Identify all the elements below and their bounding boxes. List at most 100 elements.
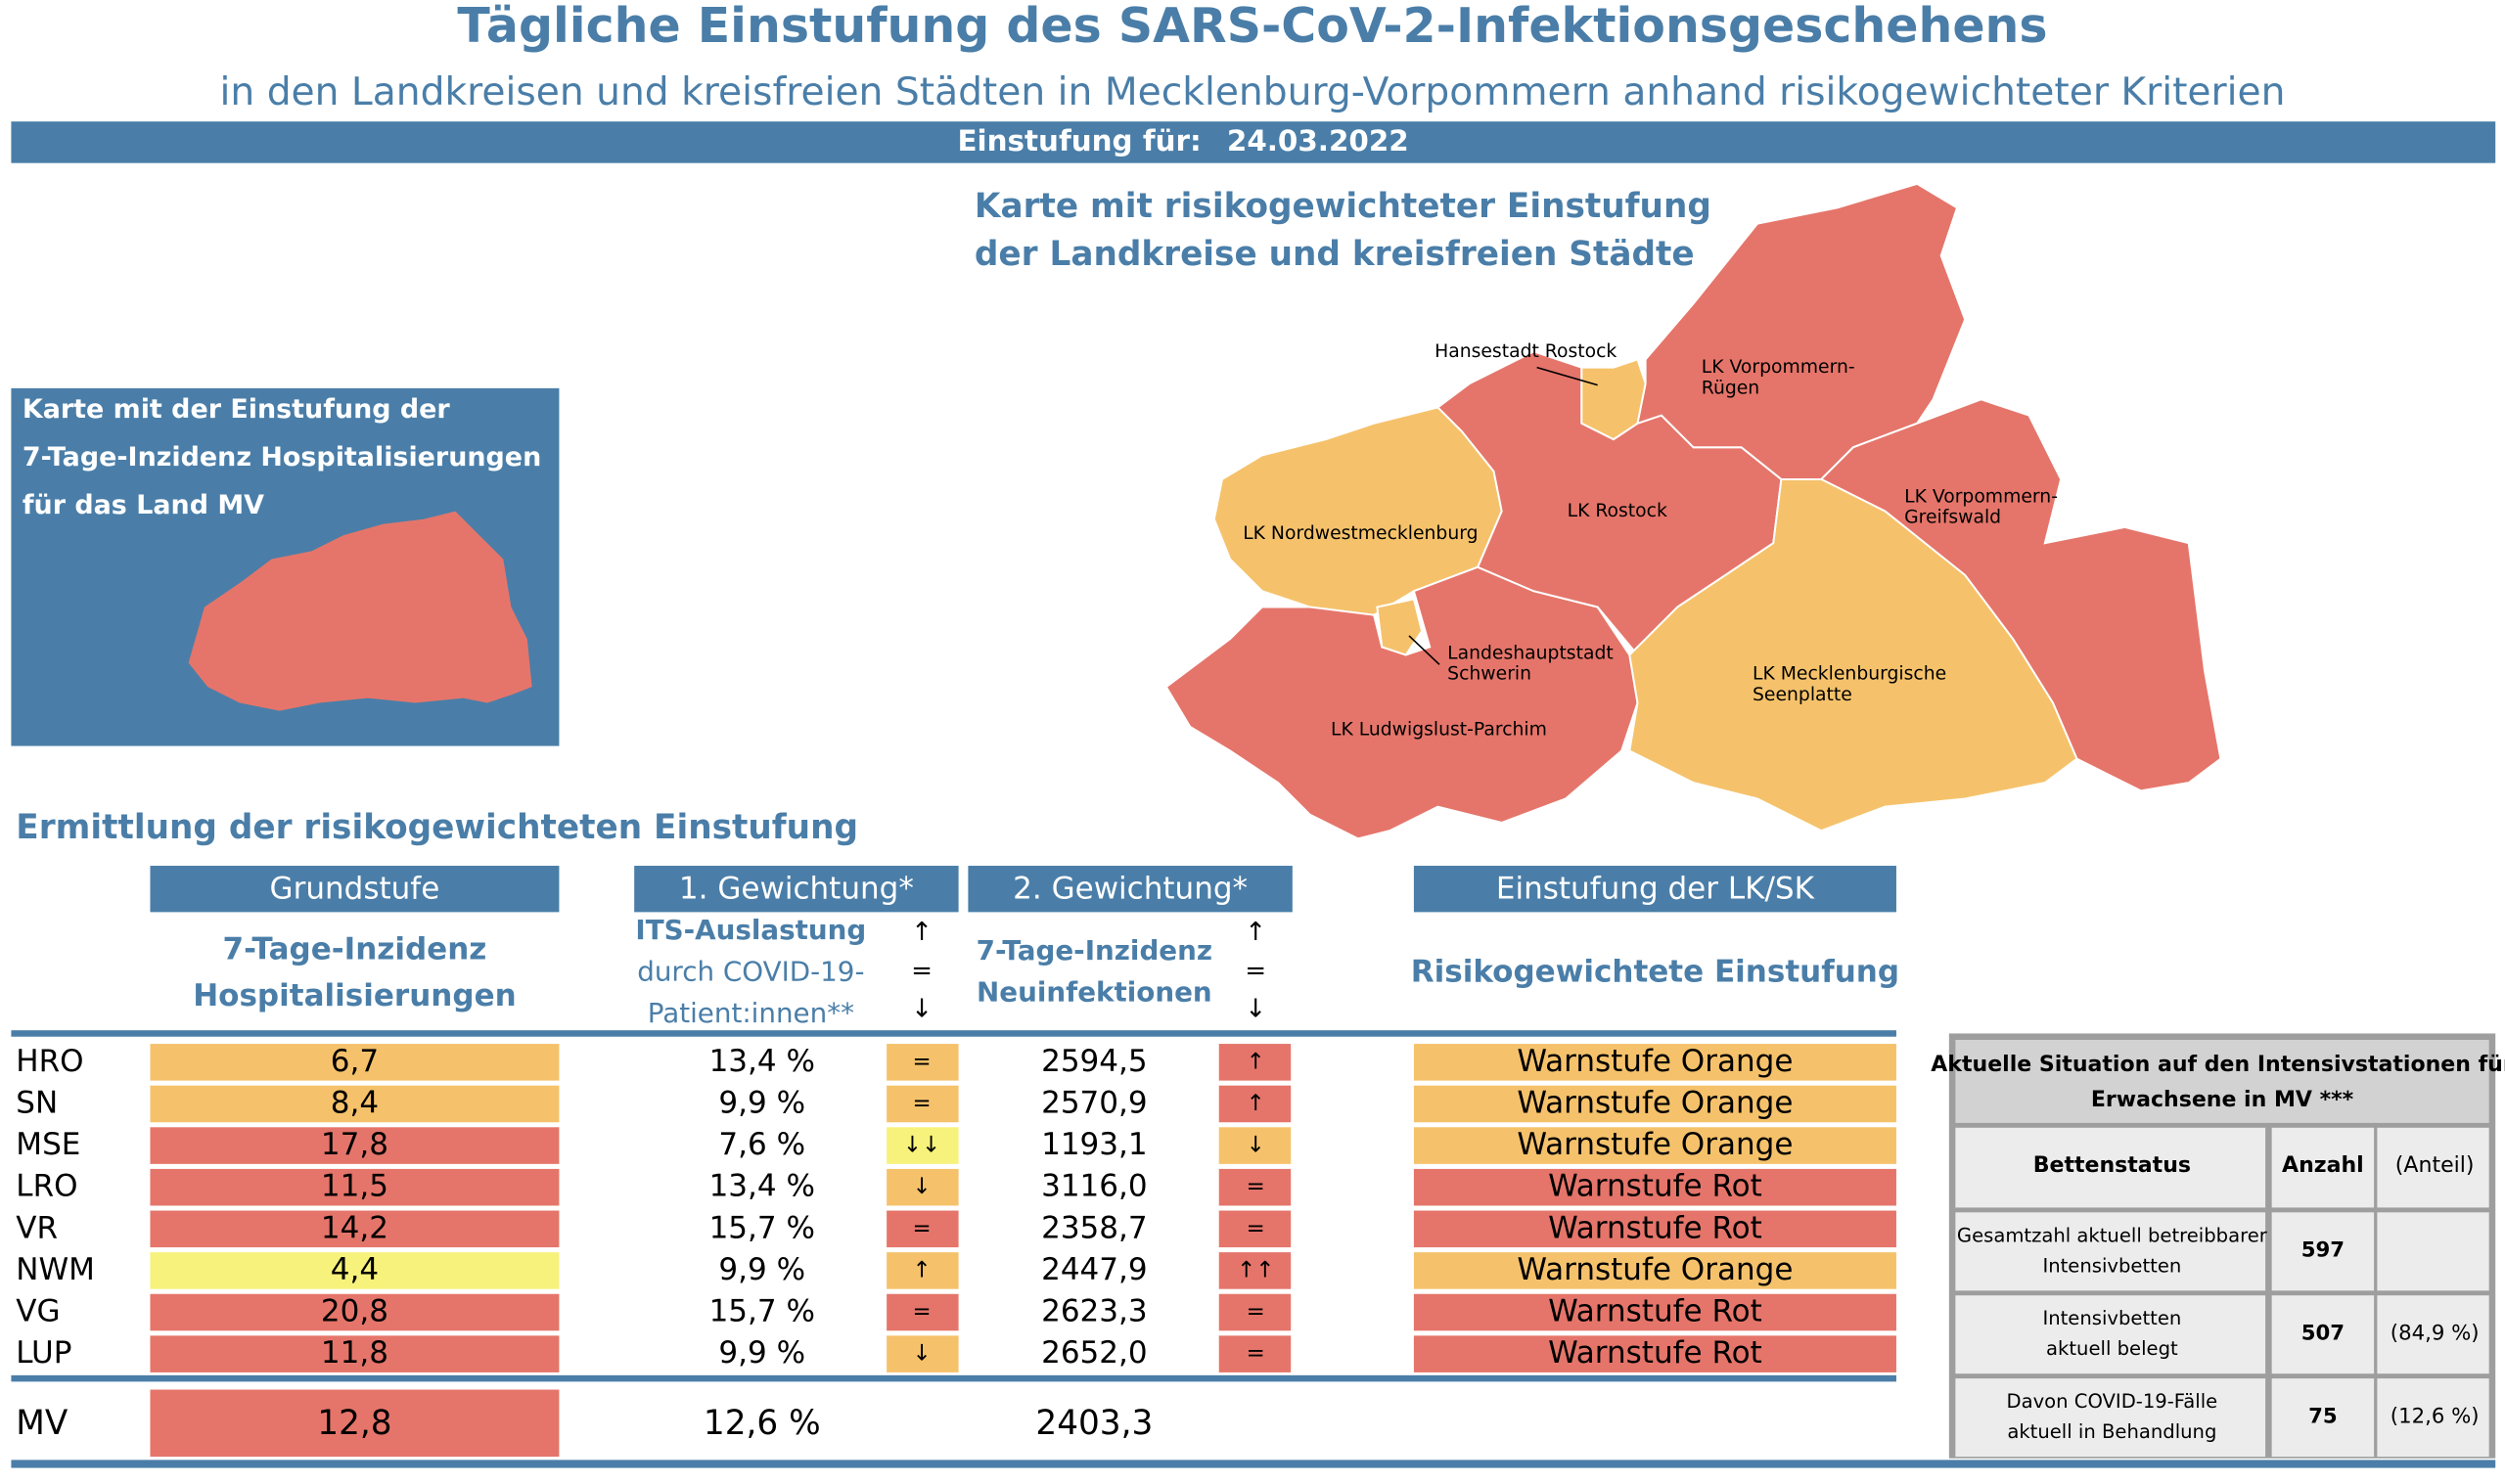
column-header: 7-Tage-Inzidenz [977,934,1212,967]
cell-bg [1413,1293,1896,1331]
group-header: 1. Gewichtung* [679,872,914,907]
date: 24.03.2022 [1227,124,1409,157]
subtitle: in den Landkreisen und kreisfreien Städt… [220,70,2286,114]
inset-text: für das Land MV [23,490,264,520]
column-header: durch COVID-19- [637,955,864,987]
trend-legend: = [911,956,933,985]
incidence-value: 2652,0 [1041,1335,1148,1371]
cell-bg [887,1127,959,1164]
its-trend: ↑ [912,1257,931,1282]
icu-cell [2377,1378,2489,1458]
its-value: 13,4 % [709,1044,815,1079]
region-label: Seenplatte [1753,685,1852,705]
rule [11,1374,1896,1382]
incidence-trend: ↑↑ [1237,1257,1274,1282]
icu-cell [2271,1295,2375,1374]
its-value: 15,7 % [709,1210,815,1245]
incidence-trend: = [1247,1299,1265,1325]
row-label: HRO [16,1044,83,1079]
cell-bg [1218,1335,1292,1372]
region-label: LK Vorpommern- [1904,486,2058,507]
date-band [11,121,2496,163]
cell-bg [1218,1293,1292,1331]
incidence-value: 1193,1 [1041,1127,1148,1162]
its-value: 9,9 % [718,1335,805,1371]
cell-bg [150,1127,560,1164]
icu-count: 597 [2301,1238,2345,1263]
leader-line [1536,366,1598,386]
icu-count: 75 [2308,1404,2338,1428]
row-label: LUP [16,1335,71,1371]
icu-status: Davon COVID-19-Fälle [2007,1390,2218,1413]
map-title: Karte mit risikogewichteter Einstufung [975,187,1711,226]
column-header: Neuinfektionen [977,976,1212,1009]
its-value: 7,6 % [718,1127,805,1162]
inset-text: 7-Tage-Inzidenz Hospitalisierungen [23,442,541,472]
trend-legend: ↑ [911,918,933,947]
group-header-bg [634,866,959,913]
region-label: LK Vorpommern- [1702,357,1855,378]
hosp-value: 6,7 [331,1044,379,1079]
column-header: ITS-Auslastung [635,914,866,946]
date-label: Einstufung für: [957,124,1201,157]
cell-bg [150,1210,560,1248]
icu-title-bg [1955,1039,2489,1123]
its-trend: ↓ [912,1341,931,1367]
its-trend: = [912,1216,931,1241]
icu-status: aktuell belegt [2046,1337,2178,1360]
cell-bg [150,1389,560,1458]
cell-bg [1413,1335,1896,1372]
incidence-trend: = [1247,1174,1265,1199]
icu-cell [2271,1378,2375,1458]
icu-count: 507 [2301,1321,2345,1345]
hosp-value: 20,8 [321,1294,388,1329]
its-trend: ↓↓ [903,1133,940,1158]
incidence-trend: = [1247,1341,1265,1367]
region-label: LK Ludwigslust-Parchim [1331,720,1547,741]
icu-cell [1955,1212,2266,1291]
cell-bg [887,1085,959,1123]
icu-header: Bettenstatus [2033,1153,2191,1178]
trend-legend: ↑ [1245,918,1266,947]
incidence-trend: ↓ [1247,1133,1265,1158]
incidence-value: 2570,9 [1041,1085,1148,1120]
level: Warnstufe Rot [1548,1210,1762,1245]
incidence-value: 3116,0 [1041,1169,1148,1204]
group-header: 2. Gewichtung* [1013,872,1248,907]
cell-bg [1413,1044,1896,1081]
its-value: 9,9 % [718,1085,805,1120]
row-label: MV [16,1404,68,1443]
icu-cell [2271,1212,2375,1291]
hosp-value: 11,8 [321,1335,388,1371]
cell-bg [150,1168,560,1206]
level: Warnstufe Rot [1548,1169,1762,1204]
its-value: 13,4 % [709,1169,815,1204]
cell-bg [1218,1127,1292,1164]
group-header-bg [150,866,560,913]
icu-share: (12,6 %) [2391,1404,2480,1428]
icu-status: Gesamtzahl aktuell betreibbarer [1957,1224,2268,1246]
its-value: 9,9 % [718,1252,805,1287]
its-trend: = [912,1049,931,1074]
cell-bg [1218,1252,1292,1289]
map-region [1580,358,1647,441]
level: Warnstufe Rot [1548,1335,1762,1371]
cell-bg [1413,1085,1896,1123]
incidence-trend: = [1247,1216,1265,1241]
cell-bg [1413,1252,1896,1289]
cell-bg [1218,1210,1292,1248]
rule [11,1460,2496,1468]
row-label: LRO [16,1169,77,1204]
cell-bg [150,1044,560,1081]
hosp-value: 4,4 [331,1252,379,1287]
incidence-value: 2358,7 [1041,1210,1148,1245]
icu-share: (84,9 %) [2391,1321,2480,1345]
icu-status: aktuell in Behandlung [2007,1420,2216,1443]
cell-bg [150,1293,560,1331]
incidence-trend: ↑ [1247,1091,1265,1116]
cell-bg [887,1044,959,1081]
icu-title: Erwachsene in MV *** [2091,1088,2354,1112]
region-label: Rügen [1702,378,1759,398]
icu-cell [2271,1127,2375,1208]
icu-title: Aktuelle Situation auf den Intensivstati… [1931,1053,2505,1077]
